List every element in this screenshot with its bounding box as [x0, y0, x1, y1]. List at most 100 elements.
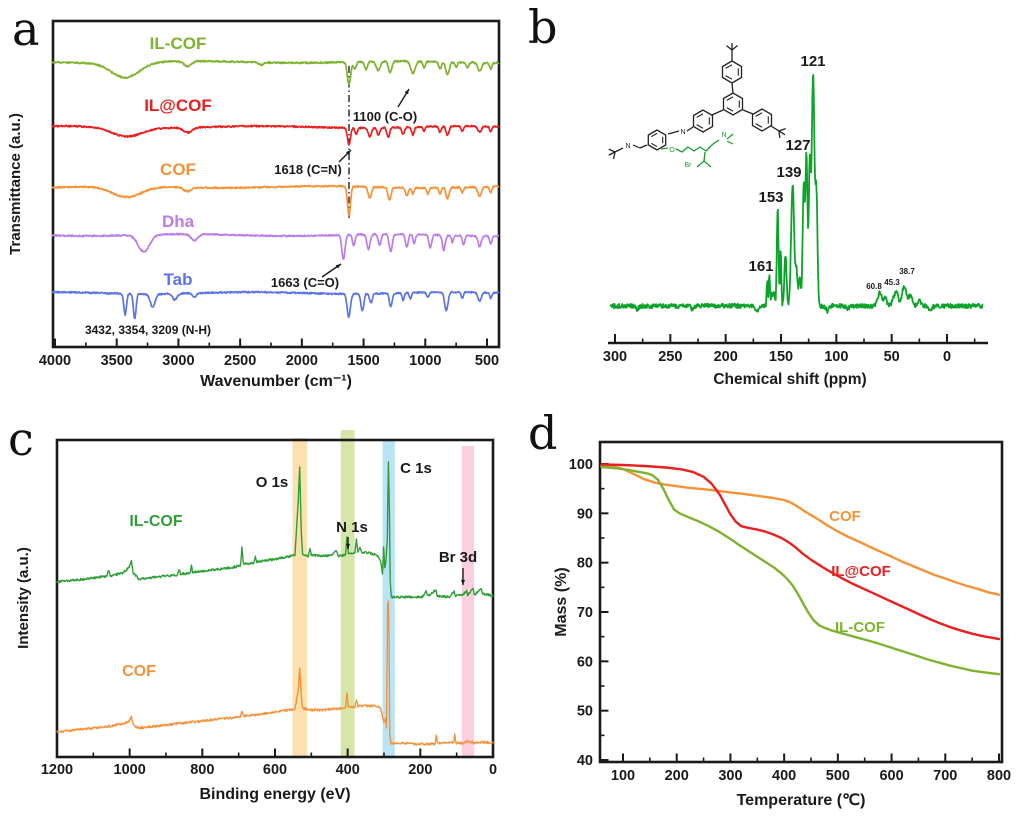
il-chain — [675, 146, 707, 153]
peak-annotation: 1100 (C-O) — [353, 109, 417, 124]
tbutyl-branch — [608, 151, 616, 156]
il-bond — [660, 147, 669, 150]
tbutyl-branch — [612, 151, 616, 159]
ring-inner-bond — [696, 113, 704, 118]
bond — [686, 126, 694, 132]
element-peak-arrow-head — [345, 543, 351, 549]
x-tick-label: 0 — [943, 349, 951, 365]
ring-inner-bond — [725, 75, 733, 80]
nmr-peak-label: 161 — [748, 258, 773, 275]
panel-d-letter: d — [528, 406, 558, 460]
x-tick-label: 200 — [408, 762, 432, 778]
ring-inner-bond — [726, 96, 734, 101]
y-tick-label: 70 — [577, 605, 593, 621]
x-tick-label: 100 — [611, 768, 635, 784]
oxygen-atom-label: O — [669, 147, 675, 154]
x-tick-label: 1000 — [114, 762, 146, 778]
bond — [632, 144, 641, 149]
tbutyl-branch — [726, 45, 733, 51]
nitrogen-atom-label: N — [625, 143, 630, 150]
tga-curve-COF — [600, 463, 1001, 596]
trace-label-IL@COF: IL@COF — [831, 563, 891, 580]
tga-curve-IL@COF — [600, 463, 1001, 641]
bond — [667, 130, 680, 135]
x-tick-label: 700 — [933, 768, 957, 784]
trace-label-IL-COF: IL-COF — [150, 34, 207, 53]
x-tick-label: 3500 — [101, 353, 133, 369]
peak-annotation: 1663 (C=O) — [271, 275, 339, 290]
tbutyl-stem — [614, 147, 624, 153]
trace-label-IL@COF: IL@COF — [144, 96, 212, 115]
highlight-band — [382, 441, 395, 757]
highlight-band — [292, 438, 307, 757]
tbutyl-branch — [778, 128, 786, 132]
peak-annotation: 3432, 3354, 3209 (N-H) — [85, 323, 211, 337]
x-tick-label: 2500 — [224, 353, 256, 369]
il-bond — [703, 160, 712, 168]
highlight-band — [461, 446, 475, 757]
ring-inner-bond — [726, 107, 734, 112]
element-peak-label: C 1s — [400, 460, 432, 477]
ring-inner-bond — [755, 112, 763, 117]
x-axis-title: Chemical shift (ppm) — [713, 371, 866, 388]
nmr-small-peak-label: 38.7 — [899, 267, 915, 276]
ftir-trace-Dha — [51, 232, 500, 260]
tbutyl-branch — [608, 148, 616, 153]
x-axis-title: Wavenumber (cm⁻¹) — [200, 373, 352, 390]
nmr-peak-label: 121 — [800, 53, 825, 70]
nmr-small-peak-label: 60.8 — [866, 282, 882, 291]
x-axis-title: Binding energy (eV) — [199, 786, 350, 803]
x-tick-label: 800 — [190, 762, 214, 778]
tbutyl-branch — [778, 130, 781, 139]
panel-b-letter: b — [528, 0, 558, 54]
x-tick-label: 600 — [263, 762, 287, 778]
ftir-trace-IL@COF — [51, 124, 500, 146]
peak-annotation: 1618 (C=N) — [274, 162, 342, 177]
panel-c-xps-chart: 1200 1000 800 600 400 200 0 Binding energy (eV)… — [15, 430, 497, 803]
il-bond — [726, 133, 734, 140]
ring-inner-bond — [755, 123, 763, 128]
benzene-ring — [647, 129, 667, 151]
x-tick-label: 800 — [987, 768, 1011, 784]
x-tick-label: 4000 — [39, 353, 71, 369]
peak-annotation-arrow-head — [404, 89, 409, 95]
trace-label-COF: COF — [829, 508, 861, 525]
highlight-band — [340, 430, 355, 757]
x-tick-label: 0 — [489, 762, 497, 778]
x-tick-label: 150 — [769, 349, 793, 365]
y-axis-title: Transmittance (a.u.) — [7, 113, 24, 255]
tbutyl-branch — [778, 130, 786, 136]
il-bond — [705, 143, 714, 152]
y-axis-title: Intensity (a.u.) — [15, 547, 32, 649]
trace-label-IL-COF: IL-COF — [835, 619, 885, 636]
benzene-ring — [722, 92, 744, 116]
panel-a-frame — [51, 19, 501, 349]
nmr-peak-label: 153 — [758, 189, 783, 206]
bromide-label: Br — [685, 162, 693, 169]
x-axis-title: Temperature (℃) — [737, 792, 866, 809]
il-bond — [703, 151, 706, 162]
x-tick-label: 2000 — [286, 353, 318, 369]
y-axis-title: Mass (%) — [553, 567, 570, 636]
nmr-peak-label: 127 — [785, 137, 810, 154]
xps-trace-IL-COF — [56, 461, 494, 599]
ring-inner-bond — [696, 124, 704, 129]
x-tick-label: 200 — [714, 349, 738, 365]
ring-inner-bond — [725, 64, 733, 69]
nmr-trace — [609, 74, 984, 314]
trace-label-Dha: Dha — [162, 212, 195, 231]
element-peak-label: O 1s — [256, 474, 289, 491]
x-tick-label: 400 — [772, 768, 796, 784]
trace-label-IL-COF: IL-COF — [129, 513, 183, 530]
panel-d-tga-chart: 100 200 300 400 500 600 700 800 40 50 60 70 80 90 100 T… — [553, 440, 1011, 809]
bond — [731, 82, 734, 94]
element-peak-arrow-head — [460, 579, 466, 585]
bond — [639, 144, 648, 149]
nmr-small-peak-label: 45.3 — [884, 278, 900, 287]
y-tick-label: 40 — [577, 753, 593, 769]
tga-curve-IL-COF — [600, 465, 1001, 676]
x-tick-label: 300 — [718, 768, 742, 784]
panel-c-letter: c — [8, 412, 34, 466]
il-bond — [726, 140, 734, 145]
